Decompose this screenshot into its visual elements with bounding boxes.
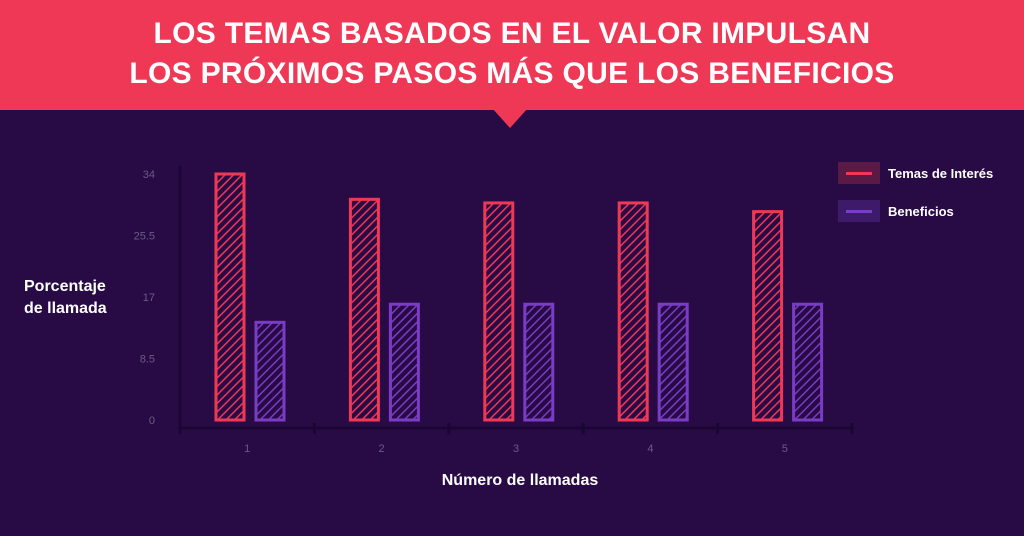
- x-axis-label: Número de llamadas: [441, 472, 599, 489]
- bar-beneficios: [792, 302, 824, 422]
- bar-temas-de-interes: [214, 172, 246, 422]
- legend-swatch-benefits: [838, 200, 880, 222]
- legend-swatch-interest: [838, 162, 880, 184]
- x-tick-label: 5: [782, 443, 788, 455]
- banner-pointer-arrow: [492, 108, 528, 128]
- x-tick-label: 3: [513, 443, 519, 455]
- x-tick-label: 1: [244, 443, 250, 455]
- legend-item-interest: Temas de Interés: [838, 162, 1018, 184]
- bar-temas-de-interes: [752, 210, 784, 422]
- bar-temas-de-interes: [617, 201, 649, 422]
- bar-beneficios: [388, 302, 420, 422]
- y-axis-label-line-2: de llamada: [24, 300, 107, 317]
- chart-bars: [214, 172, 824, 422]
- header-banner: LOS TEMAS BASADOS EN EL VALOR IMPULSAN L…: [0, 0, 1024, 110]
- y-tick-label: 25.5: [134, 231, 155, 243]
- y-axis-label: Porcentaje de llamada: [14, 276, 144, 320]
- legend: Temas de Interés Beneficios: [838, 162, 1018, 238]
- bar-beneficios: [657, 302, 689, 422]
- title-line-2: LOS PRÓXIMOS PASOS MÁS QUE LOS BENEFICIO…: [129, 57, 895, 90]
- legend-item-benefits: Beneficios: [838, 200, 1018, 222]
- y-tick-label: 34: [143, 169, 155, 181]
- y-tick-label: 17: [143, 292, 155, 304]
- bar-temas-de-interes: [483, 201, 515, 422]
- bar-temas-de-interes: [348, 197, 380, 422]
- y-axis-label-line-1: Porcentaje: [24, 278, 106, 295]
- y-tick-label: 8.5: [140, 354, 155, 366]
- legend-label-benefits: Beneficios: [888, 203, 954, 219]
- chart-axes: [178, 166, 854, 434]
- y-tick-label: 0: [149, 415, 155, 427]
- legend-label-interest: Temas de Interés: [888, 165, 994, 181]
- title-line-1: LOS TEMAS BASADOS EN EL VALOR IMPULSAN: [153, 17, 871, 50]
- bar-beneficios: [254, 320, 286, 422]
- x-tick-label: 2: [379, 443, 385, 455]
- x-tick-label: 4: [647, 443, 653, 455]
- chart-title: LOS TEMAS BASADOS EN EL VALOR IMPULSAN L…: [0, 14, 1024, 94]
- bar-beneficios: [523, 302, 555, 422]
